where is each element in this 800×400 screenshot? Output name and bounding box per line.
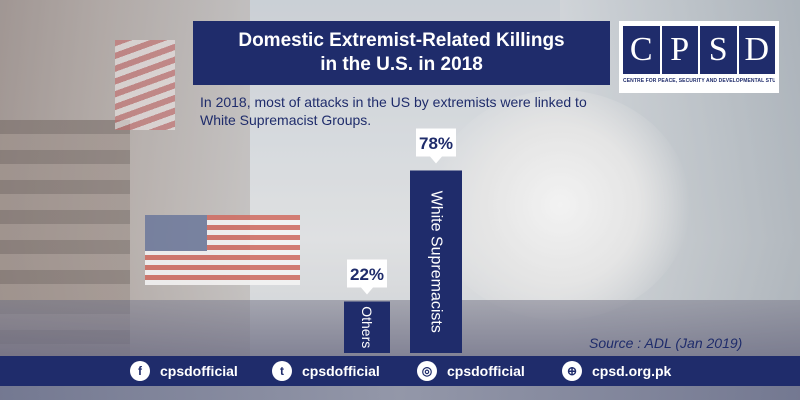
- logo-letters: C P S D: [623, 26, 775, 74]
- globe-icon: ⊕: [562, 361, 582, 381]
- logo-letter: D: [738, 26, 775, 74]
- social-label: cpsdofficial: [447, 363, 525, 379]
- us-flag-image-small: [115, 40, 175, 130]
- cpsd-logo: C P S D CENTRE FOR PEACE, SECURITY AND D…: [619, 21, 779, 93]
- bar-others: [344, 301, 390, 353]
- chart-title: Domestic Extremist-Related Killings in t…: [238, 30, 565, 75]
- category-label: White Supremacists: [428, 191, 445, 333]
- footer-bar: f cpsdofficial t cpsdofficial ◎ cpsdoffi…: [0, 356, 800, 386]
- chart-subtitle: In 2018, most of attacks in the US by ex…: [200, 94, 587, 128]
- data-label: 78%: [419, 134, 453, 153]
- social-facebook[interactable]: f cpsdofficial: [130, 356, 238, 386]
- social-instagram[interactable]: ◎ cpsdofficial: [417, 356, 525, 386]
- background-street-crowd: [0, 300, 800, 360]
- bar-white-supremacists: [410, 170, 462, 353]
- footer-strip: [0, 386, 800, 400]
- social-label: cpsdofficial: [160, 363, 238, 379]
- source-note: Source : ADL (Jan 2019): [589, 335, 743, 351]
- data-label: 22%: [350, 265, 384, 284]
- title-banner: Domestic Extremist-Related Killings in t…: [193, 21, 610, 85]
- social-twitter[interactable]: t cpsdofficial: [272, 356, 380, 386]
- facebook-icon: f: [130, 361, 150, 381]
- logo-tagline: CENTRE FOR PEACE, SECURITY AND DEVELOPME…: [623, 78, 775, 84]
- logo-letter: C: [623, 26, 660, 74]
- instagram-icon: ◎: [417, 361, 437, 381]
- twitter-icon: t: [272, 361, 292, 381]
- logo-letter: S: [700, 26, 737, 74]
- category-label: Others: [359, 306, 375, 348]
- social-label: cpsd.org.pk: [592, 363, 672, 379]
- social-label: cpsdofficial: [302, 363, 380, 379]
- background-smoke: [430, 90, 690, 320]
- social-website[interactable]: ⊕ cpsd.org.pk: [562, 356, 671, 386]
- us-flag-image: [145, 215, 300, 285]
- value-callout: [347, 259, 387, 295]
- logo-letter: P: [661, 26, 698, 74]
- value-callout: [416, 128, 456, 164]
